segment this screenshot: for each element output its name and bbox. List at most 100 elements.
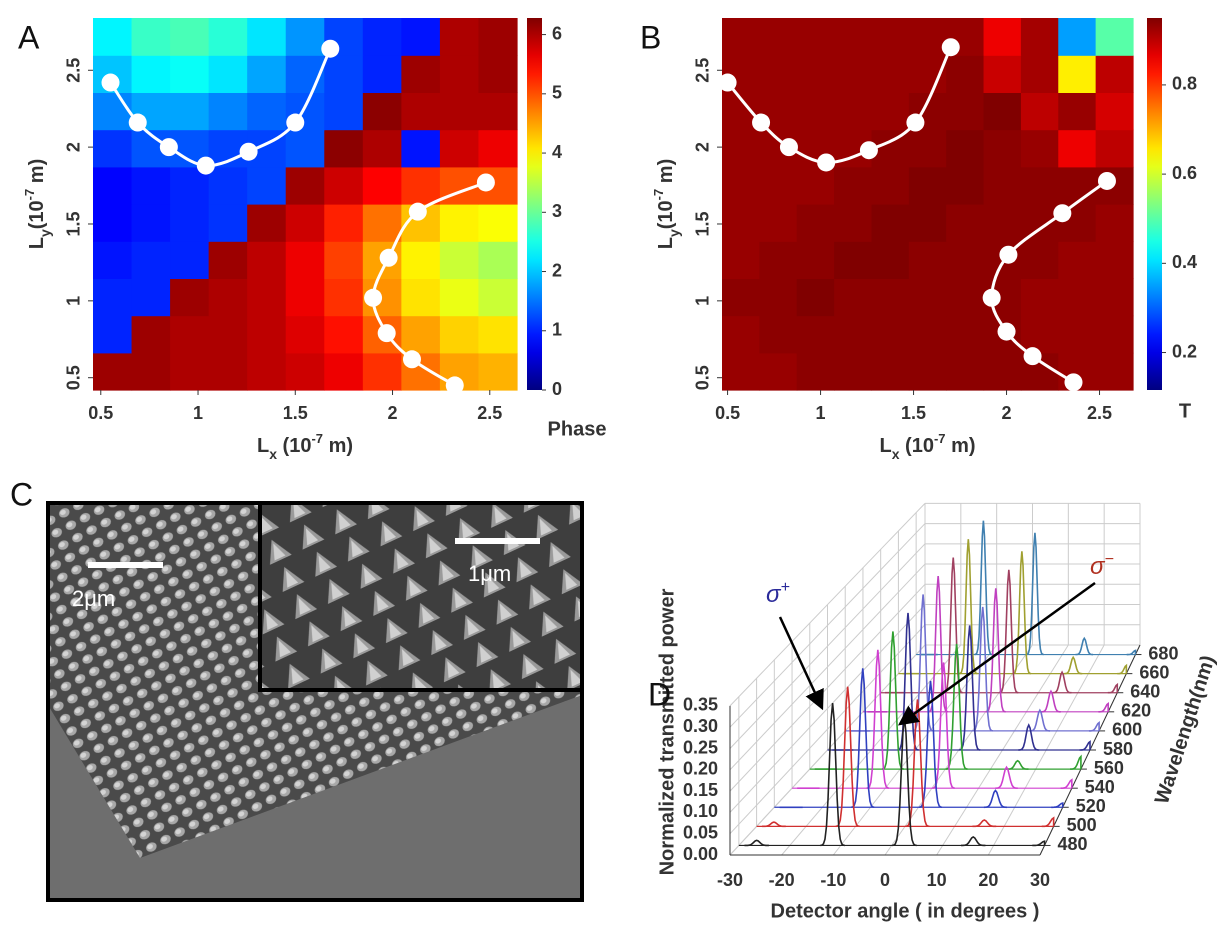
heatmap-cell xyxy=(401,18,441,56)
curve-point xyxy=(321,39,340,58)
x-tick-label: 1.5 xyxy=(283,403,308,423)
heatmap-cell xyxy=(208,55,248,93)
peak xyxy=(866,649,890,789)
heatmap-cell xyxy=(946,315,985,354)
peak xyxy=(1041,816,1055,828)
heatmap-cell xyxy=(1058,18,1097,56)
heatmap-cell xyxy=(208,18,248,56)
x-tick-label: 2.5 xyxy=(1087,403,1112,423)
y-tick-label: 0.25 xyxy=(683,737,718,757)
y-tick-label: 0.30 xyxy=(683,716,718,736)
y-axis-label-part: y xyxy=(37,229,53,237)
heatmap-cell xyxy=(1058,55,1097,93)
panel-label: D xyxy=(648,676,671,712)
heatmap-cell xyxy=(722,204,760,242)
heatmap-cell xyxy=(131,315,171,354)
x-tick-label: 0 xyxy=(880,870,890,890)
heatmap-cell xyxy=(93,129,133,168)
curve-point xyxy=(377,324,396,343)
z-tick-label: 540 xyxy=(1085,777,1115,797)
heatmap-cell xyxy=(478,278,518,317)
y-tick-label: 2.5 xyxy=(64,58,84,83)
heatmap-cell xyxy=(908,129,947,168)
y-axis-label-part: -7 xyxy=(22,189,37,201)
annotation: σ− xyxy=(1090,551,1114,581)
colorbar-tick-label: 1 xyxy=(552,320,562,340)
heatmap-cell xyxy=(722,18,760,56)
peak xyxy=(960,835,986,847)
z-tick-label: 580 xyxy=(1103,739,1133,759)
heatmap-cell xyxy=(401,92,441,131)
panel-label: B xyxy=(640,19,661,55)
heatmap-cell xyxy=(834,278,873,317)
heatmap-cell xyxy=(796,352,835,391)
x-axis-label-part: x xyxy=(269,446,277,462)
peak xyxy=(1070,754,1082,770)
heatmap-cell xyxy=(908,241,947,279)
z-tick-label: 480 xyxy=(1058,834,1088,854)
heatmap-cell xyxy=(1095,352,1134,391)
curve-point xyxy=(779,138,798,157)
curve-point xyxy=(239,142,258,161)
heatmap-cell xyxy=(722,241,760,279)
heatmap-cell xyxy=(796,241,835,279)
heatmap-cell xyxy=(401,278,441,317)
heatmap-cell xyxy=(478,18,518,56)
heatmap-cell xyxy=(131,166,171,205)
heatmap-cell xyxy=(759,315,798,354)
peak xyxy=(1126,649,1137,656)
y-axis-label-part: L xyxy=(26,237,48,249)
heatmap-cell xyxy=(247,352,287,391)
peak xyxy=(1006,759,1029,770)
heatmap-cell xyxy=(93,241,133,279)
heatmap-cell xyxy=(983,352,1022,391)
curve-point xyxy=(997,322,1016,341)
heatmap-cell xyxy=(834,55,873,93)
peak xyxy=(1060,778,1073,789)
scale-label: 1μm xyxy=(468,561,511,586)
sem-image: 2μm 1μm xyxy=(46,501,584,902)
colorbar-tick-label: 6 xyxy=(552,23,562,43)
heatmap-cell xyxy=(208,352,248,391)
annotation-arrow xyxy=(897,581,1096,726)
heatmap-cell xyxy=(1095,241,1134,279)
heatmap-cell xyxy=(946,55,985,93)
heatmap-cell xyxy=(208,204,248,242)
heatmap-cell xyxy=(208,92,248,131)
x-axis-label: Lx (10-7 m) xyxy=(257,431,353,462)
z-tick-label: 620 xyxy=(1121,701,1151,721)
curve-point xyxy=(817,153,836,172)
heatmap-cell xyxy=(439,278,480,317)
heatmap-cell xyxy=(478,204,518,242)
heatmap-cell xyxy=(285,166,325,205)
peak xyxy=(972,819,997,828)
heatmap-cell xyxy=(247,278,287,317)
heatmap-cell xyxy=(170,92,210,131)
peak xyxy=(1032,840,1046,847)
heatmap-cell xyxy=(796,55,835,93)
heatmap-cell xyxy=(983,129,1022,168)
annotation-symbol: σ xyxy=(766,581,782,608)
heatmap-cell xyxy=(871,92,910,131)
heatmap-cell xyxy=(722,278,760,317)
heatmap-cell xyxy=(401,241,441,279)
x-axis-label-part: L xyxy=(257,435,269,457)
x-axis-label-part: m) xyxy=(946,435,976,457)
heatmap-cell xyxy=(983,166,1022,205)
heatmap-cell xyxy=(796,166,835,205)
peak xyxy=(1098,701,1109,713)
heatmap-cell xyxy=(946,166,985,205)
peak xyxy=(974,520,993,656)
heatmap-cell xyxy=(439,204,480,242)
y-tick-label: 0.00 xyxy=(683,844,718,864)
heatmap-cell xyxy=(1058,315,1097,354)
heatmap-cell xyxy=(170,278,210,317)
heatmap-cell xyxy=(362,166,402,205)
heatmap-cell xyxy=(285,129,325,168)
x-axis-label-part: m) xyxy=(323,435,353,457)
heatmap-cell xyxy=(759,278,798,317)
y-tick-label: 0.05 xyxy=(683,822,718,842)
heatmap-cell xyxy=(871,18,910,56)
heatmap-cell xyxy=(362,204,402,242)
